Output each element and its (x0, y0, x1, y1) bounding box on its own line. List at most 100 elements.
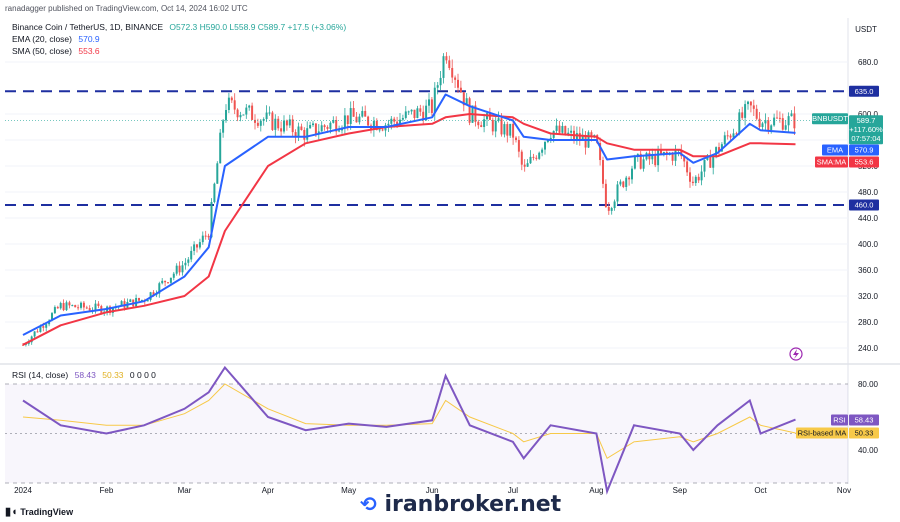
candle-body (561, 126, 564, 133)
candle-body (335, 119, 338, 132)
time-tick-label: Nov (837, 486, 851, 495)
candle-body (303, 129, 306, 140)
candle-body (703, 159, 706, 172)
candle-body (323, 125, 326, 128)
candle-body (755, 108, 758, 119)
axis-badges: 635.0 460.0 589.7+117.60%07:57:04 BNBUSDT 57… (796, 85, 883, 439)
candle-body (744, 104, 747, 118)
candle-body (430, 99, 433, 113)
candle-body (271, 112, 274, 130)
candle-body (517, 140, 520, 152)
candle-body (422, 111, 425, 121)
candle-body (82, 302, 85, 308)
candle-body (71, 305, 74, 307)
candle-body (85, 307, 88, 309)
resistance-badge-text: 635.0 (855, 87, 874, 96)
price-series (5, 52, 848, 347)
candle-body (401, 117, 404, 120)
candle-body (213, 183, 216, 203)
time-tick-label: Mar (178, 486, 192, 495)
rsi-tick-label: 40.00 (858, 446, 879, 455)
candle-body (529, 156, 532, 164)
candle-body (413, 109, 416, 118)
candle-body (320, 125, 323, 132)
candle-body (326, 127, 329, 129)
tradingview-logo[interactable]: ▮◖ TradingView (5, 505, 73, 518)
candle-body (172, 273, 175, 278)
candle-body (169, 277, 172, 283)
candle-body (546, 140, 549, 142)
time-tick-label: Aug (589, 486, 603, 495)
publish-credit: ranadagger published on TradingView.com,… (5, 4, 248, 13)
rsi-ma-line (22, 383, 796, 460)
symbol-badge-bg (812, 113, 848, 125)
rsi-legend-label: RSI (14, close) (12, 370, 69, 380)
tv-logo-text: TradingView (20, 507, 74, 517)
price-tick-label: 240.0 (858, 344, 879, 353)
candle-body (138, 297, 140, 301)
rsi-ma-legend-value: 50.33 (102, 370, 124, 380)
ema-legend[interactable]: EMA (20, close) 570.9 (12, 34, 100, 44)
candle-body (280, 128, 283, 132)
candle-body (201, 235, 204, 243)
candle-body (62, 303, 65, 311)
candle-body (291, 119, 294, 133)
candle-body (700, 171, 703, 181)
sma-legend[interactable]: SMA (50, close) 553.6 (12, 46, 100, 56)
candle-body (233, 100, 236, 110)
last-price-badge-text: +117.60% (849, 125, 883, 134)
candle-body (596, 135, 599, 144)
candle-body (167, 282, 169, 284)
candle-body (784, 125, 787, 130)
candle-body (294, 132, 297, 138)
candle-body (80, 302, 82, 308)
candle-body (94, 303, 97, 311)
candle-body (599, 143, 602, 161)
candle-body (39, 326, 42, 333)
candle-body (654, 154, 657, 166)
candle-body (544, 141, 546, 150)
candle-body (309, 125, 312, 129)
candle-body (442, 56, 445, 78)
candle-body (738, 112, 741, 134)
candle-body (219, 132, 222, 164)
watermark-logo: ⟲ iranbroker.net (360, 492, 561, 517)
candle-body (175, 265, 178, 274)
candle-body (410, 109, 413, 112)
candle-body (375, 120, 378, 130)
ohlc-values: O572.3 H590.0 L558.9 C589.7 +17.5 (+3.06… (169, 22, 347, 32)
rsi-ma-value-badge-bg (849, 427, 879, 439)
candle-body (457, 79, 459, 88)
ema-tag-badge-bg (822, 144, 848, 156)
support-badge-text: 460.0 (855, 201, 874, 210)
candle-body (448, 60, 451, 69)
price-tick-label: 320.0 (858, 292, 879, 301)
ema-legend-label: EMA (20, close) (12, 34, 72, 44)
candle-body (532, 156, 535, 158)
currency-label: USDT (855, 25, 877, 34)
rsi-ma-tag-badge-text: RSI-based MA (798, 429, 847, 438)
candle-body (349, 108, 352, 125)
candle-body (22, 344, 24, 346)
price-tick-label: 440.0 (858, 214, 879, 223)
candle-body (770, 125, 773, 130)
candle-body (187, 259, 190, 263)
candle-body (109, 306, 111, 313)
rsi-tag-badge-text: RSI (833, 416, 846, 425)
sma-value-badge-text: 553.6 (855, 158, 874, 167)
candle-body (393, 118, 396, 122)
lightning-icon[interactable] (789, 347, 803, 361)
candle-body (790, 113, 793, 117)
candle-body (535, 157, 538, 159)
symbol-legend: Binance Coin / TetherUS, 1D, BINANCE O57… (12, 22, 346, 32)
candle-body (68, 302, 71, 306)
rsi-legend[interactable]: RSI (14, close) 58.43 50.33 0 0 0 0 (12, 370, 156, 380)
candle-body (198, 242, 201, 248)
candle-body (416, 108, 419, 118)
candle-body (558, 125, 561, 133)
candle-body (631, 168, 633, 180)
candle-body (352, 108, 355, 117)
candle-body (538, 152, 541, 159)
candle-body (578, 133, 581, 141)
